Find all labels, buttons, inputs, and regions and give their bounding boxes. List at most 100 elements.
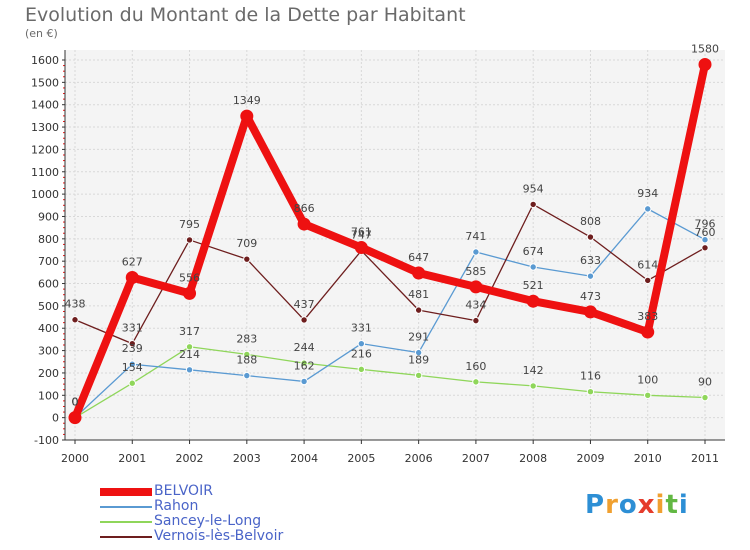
series-line-Vernois-lès-Belvoir <box>74 203 706 345</box>
data-point <box>526 294 540 308</box>
data-point <box>128 339 136 348</box>
data-label: 556 <box>179 271 200 284</box>
data-point <box>472 378 480 386</box>
data-point <box>357 339 366 348</box>
x-tick-label: 2002 <box>176 452 204 465</box>
y-tick-label: -100 <box>34 434 59 447</box>
data-point <box>68 411 82 425</box>
data-point <box>297 217 311 231</box>
proxiti-logo: Proxiti <box>585 490 689 520</box>
data-point <box>185 236 194 244</box>
data-label: 188 <box>236 354 257 367</box>
data-point <box>414 371 423 380</box>
data-point <box>71 316 79 324</box>
legend-item: Vernois-lès-Belvoir <box>100 528 360 546</box>
legend-swatch <box>100 488 152 496</box>
chart-title: Evolution du Montant de la Dette par Hab… <box>25 4 466 26</box>
legend-label: Vernois-lès-Belvoir <box>154 528 284 544</box>
legend-item: BELVOIR <box>100 483 360 501</box>
data-label: 585 <box>465 265 486 278</box>
y-tick-label: 300 <box>38 345 59 358</box>
data-label: 100 <box>637 373 658 386</box>
data-label: 1349 <box>233 94 261 107</box>
data-point <box>529 382 537 390</box>
data-label: 934 <box>637 187 658 200</box>
data-label: 627 <box>122 255 143 268</box>
data-label: 633 <box>580 254 601 267</box>
data-point <box>414 306 423 314</box>
data-point <box>586 233 595 241</box>
data-label: 481 <box>408 288 429 301</box>
data-label: 216 <box>351 347 372 360</box>
data-point <box>583 305 597 319</box>
data-label: 473 <box>580 290 601 303</box>
data-label: 434 <box>465 299 486 312</box>
data-point <box>128 379 136 387</box>
data-point <box>701 244 709 252</box>
x-tick-label: 2001 <box>118 452 146 465</box>
data-point <box>240 109 254 123</box>
data-label: 741 <box>465 230 486 243</box>
data-label: 244 <box>294 341 315 354</box>
data-point <box>414 348 423 357</box>
legend-item: Rahon <box>100 498 360 516</box>
legend-item: Sancey-le-Long <box>100 513 360 531</box>
data-point <box>243 255 251 263</box>
data-point <box>529 200 537 209</box>
data-label: 142 <box>523 364 544 377</box>
series-line-Sancey-le-Long <box>74 346 706 419</box>
x-tick-label: 2011 <box>691 452 719 465</box>
x-tick-label: 2004 <box>290 452 318 465</box>
data-point <box>243 371 251 380</box>
chart-subtitle: (en €) <box>25 27 58 40</box>
logo-letter: i <box>655 490 666 520</box>
data-point <box>357 365 366 374</box>
series-line-BELVOIR <box>71 60 709 422</box>
legend-swatch <box>100 506 152 508</box>
logo-letter: x <box>637 490 656 520</box>
data-label: 0 <box>72 396 79 409</box>
data-point <box>644 205 652 213</box>
x-tick-label: 2009 <box>576 452 604 465</box>
data-point <box>472 248 480 256</box>
y-tick-label: 1000 <box>31 188 59 201</box>
y-tick-label: 1200 <box>31 143 59 156</box>
data-label: 796 <box>695 218 716 231</box>
data-point <box>586 272 595 280</box>
data-point <box>243 350 251 359</box>
plot-area <box>65 50 725 440</box>
data-label: 761 <box>351 226 372 239</box>
data-label: 1580 <box>691 42 719 55</box>
data-label: 162 <box>294 359 315 372</box>
logo-letter: t <box>665 490 679 520</box>
y-tick-label: 0 <box>52 412 59 425</box>
data-label: 116 <box>580 370 601 383</box>
y-tick-label: 700 <box>38 255 59 268</box>
data-label: 795 <box>179 218 200 231</box>
legend-label: BELVOIR <box>154 483 213 499</box>
data-label: 317 <box>179 325 200 338</box>
logo-letter: r <box>605 490 619 520</box>
y-tick-label: 1100 <box>31 166 59 179</box>
x-tick-label: 2006 <box>405 452 433 465</box>
data-point <box>412 266 426 280</box>
data-label: 614 <box>637 258 658 271</box>
data-point <box>185 343 194 351</box>
data-point <box>183 286 197 300</box>
data-label: 383 <box>637 310 658 323</box>
data-label: 160 <box>465 360 486 373</box>
data-point <box>300 377 308 386</box>
data-point <box>472 316 480 325</box>
data-label: 331 <box>122 322 143 335</box>
data-point <box>125 270 139 284</box>
data-point <box>644 276 652 285</box>
x-tick-label: 2008 <box>519 452 547 465</box>
data-label: 239 <box>122 342 143 355</box>
data-label: 808 <box>580 215 601 228</box>
y-tick-label: 1300 <box>31 121 59 134</box>
data-label: 154 <box>122 361 143 374</box>
data-point <box>300 359 308 367</box>
y-tick-label: 600 <box>38 278 59 291</box>
y-tick-label: 400 <box>38 322 59 335</box>
